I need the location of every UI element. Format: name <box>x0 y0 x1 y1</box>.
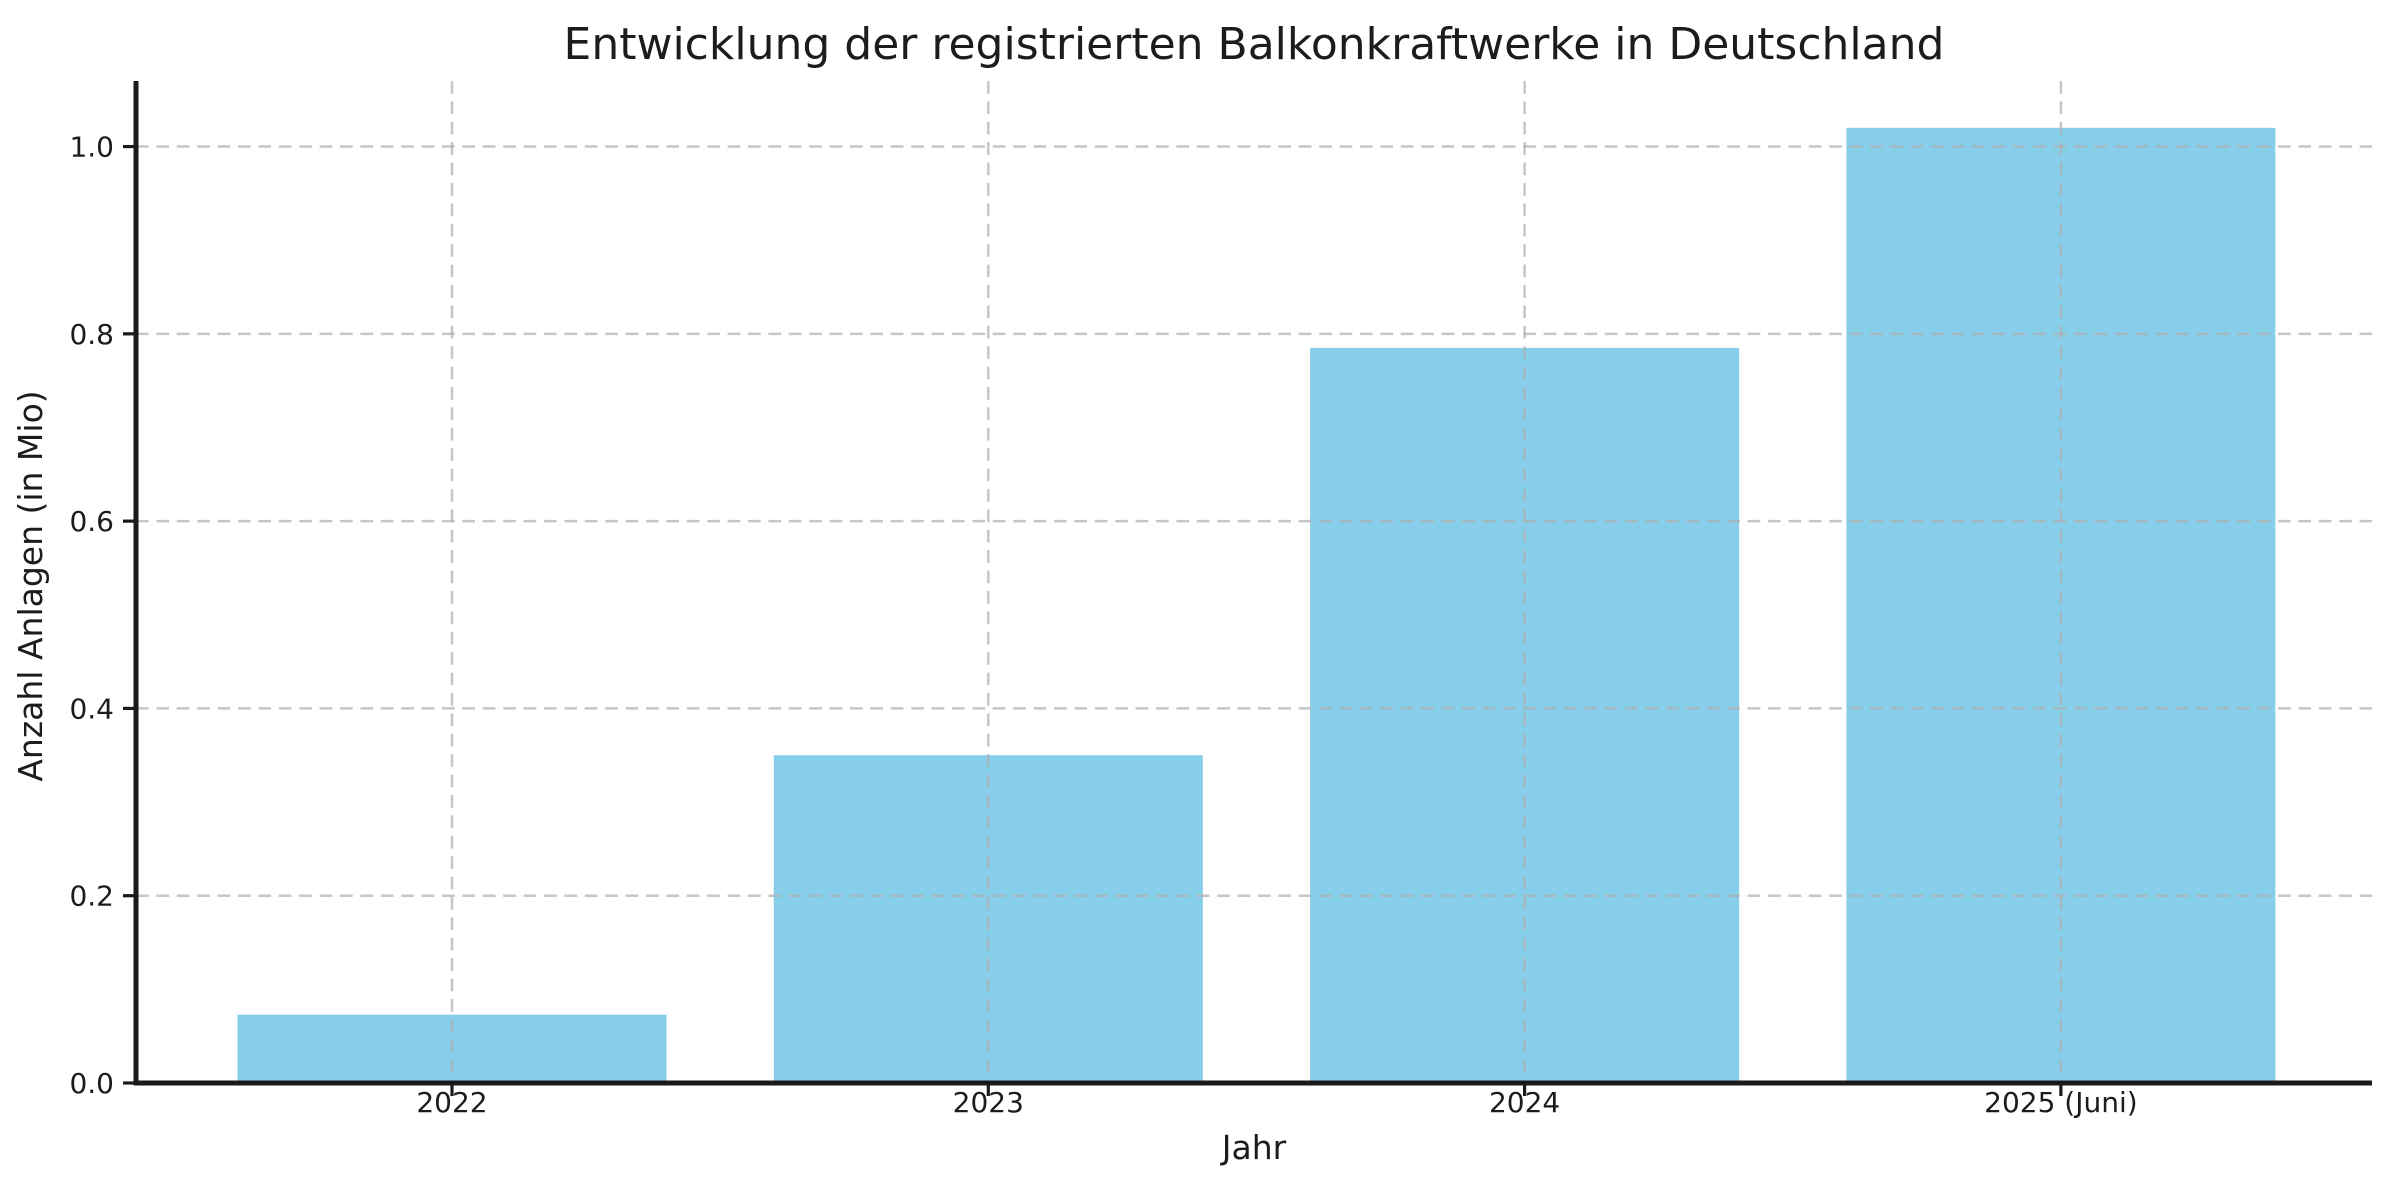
y-axis-label: Anzahl Anlagen (in Mio) <box>11 390 50 782</box>
chart-title: Entwicklung der registrierten Balkonkraf… <box>563 19 1945 70</box>
x-tick-label-2023: 2023 <box>953 1086 1024 1119</box>
x-tick-label-2025 (Juni): 2025 (Juni) <box>1984 1086 2138 1119</box>
y-tick-label-0.6: 0.6 <box>69 505 114 538</box>
x-axis-label: Jahr <box>1221 1128 1287 1167</box>
x-tick-label-2022: 2022 <box>416 1086 487 1119</box>
y-tick-label-0.8: 0.8 <box>69 318 114 351</box>
x-tick-label-2024: 2024 <box>1489 1086 1560 1119</box>
y-tick-label-0.0: 0.0 <box>69 1067 114 1100</box>
y-tick-label-0.2: 0.2 <box>69 880 114 913</box>
y-tick-label-1.0: 1.0 <box>69 131 114 164</box>
y-tick-label-0.4: 0.4 <box>69 692 114 725</box>
